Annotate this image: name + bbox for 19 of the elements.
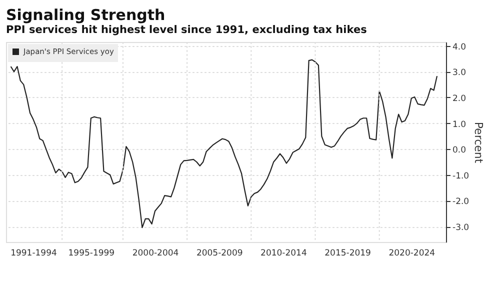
y-tick-label: -2.0 bbox=[452, 197, 470, 208]
x-tick-label: 1991-1994 bbox=[10, 248, 57, 258]
y-axis-title: Percent bbox=[472, 122, 486, 164]
y-tick-label: 0.0 bbox=[452, 146, 466, 156]
y-tick-label: 4.0 bbox=[452, 42, 466, 52]
x-tick-label: 2020-2024 bbox=[388, 248, 436, 258]
x-tick-label: 2000-2004 bbox=[132, 248, 179, 258]
y-tick-label: 1.0 bbox=[452, 120, 466, 130]
x-tick-label: 2010-2014 bbox=[260, 248, 307, 258]
line-series bbox=[10, 59, 438, 228]
y-tick-label: -1.0 bbox=[452, 171, 470, 182]
x-tick-label: 1995-1999 bbox=[68, 248, 115, 258]
chart-title: Signaling Strength bbox=[6, 6, 166, 24]
y-tick-label: 2.0 bbox=[452, 94, 466, 104]
y-tick-label: 3.0 bbox=[452, 68, 466, 78]
chart-subtitle: PPI services hit highest level since 1991, excluding tax hikes bbox=[6, 24, 367, 36]
y-tick-label: -3.0 bbox=[452, 223, 470, 234]
x-tick-label: 2005-2009 bbox=[196, 248, 243, 258]
x-tick-label: 2015-2019 bbox=[324, 248, 371, 258]
